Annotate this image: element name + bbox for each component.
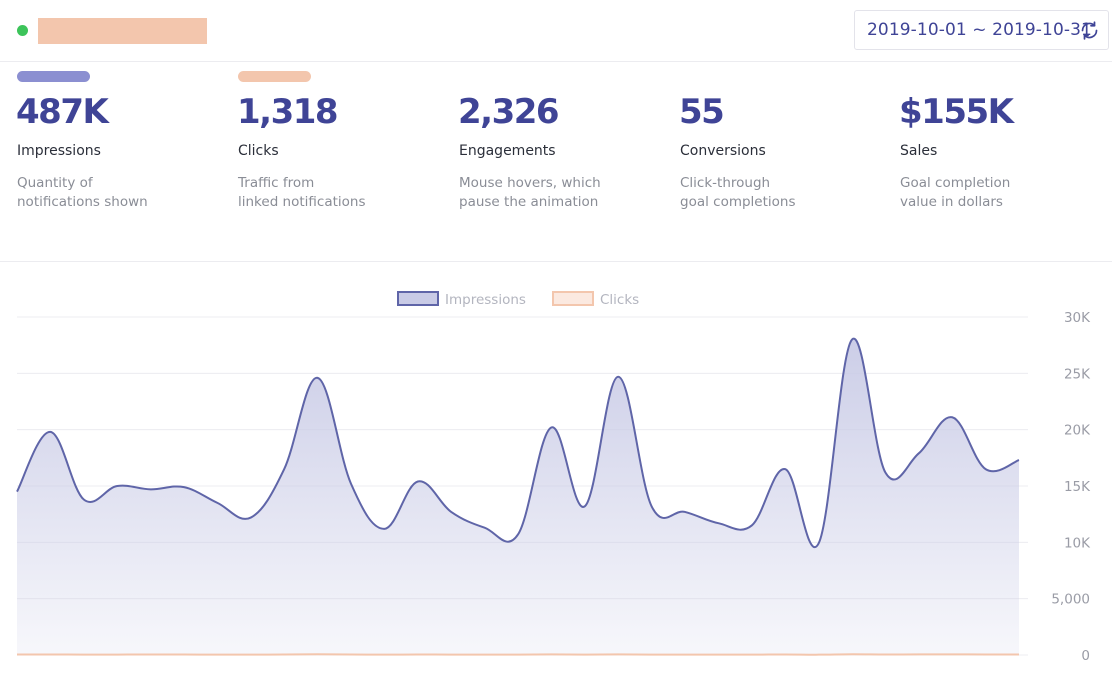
impressions-clicks-chart: 0 5,000 10K 15K 20K 25K 30K Impressions Clicks: [0, 262, 1112, 678]
metric-description: Quantity of notifications shown: [17, 174, 217, 212]
metric-label: Impressions: [17, 143, 101, 159]
metric-description-line: goal completions: [680, 193, 880, 212]
date-range-picker[interactable]: 2019-10-01 ~ 2019-10-31: [854, 10, 1109, 50]
metric-description-line: notifications shown: [17, 193, 217, 212]
chart-canvas: 0 5,000 10K 15K 20K 25K 30K Impressions Clicks: [0, 262, 1112, 678]
metric-label: Conversions: [680, 143, 766, 159]
legend-impressions-swatch: [398, 292, 438, 305]
metric-description-line: value in dollars: [900, 193, 1100, 212]
metric-description-line: pause the animation: [459, 193, 659, 212]
y-tick-label: 20K: [1064, 423, 1091, 439]
metric-value: 2,326: [458, 92, 558, 132]
legend-clicks-label: Clicks: [600, 292, 639, 308]
status-indicator: [17, 25, 28, 36]
impressions-area: [17, 339, 1019, 655]
metric-description: Click-through goal completions: [680, 174, 880, 212]
legend-clicks-swatch: [553, 292, 593, 305]
date-range-label: 2019-10-01 ~ 2019-10-31: [867, 20, 1092, 40]
y-tick-label: 5,000: [1051, 592, 1090, 608]
legend-impressions-label: Impressions: [445, 292, 526, 308]
header: 2019-10-01 ~ 2019-10-31: [0, 0, 1112, 62]
y-tick-label: 25K: [1064, 366, 1091, 382]
metric-label: Sales: [900, 143, 937, 159]
metric-description: Traffic from linked notifications: [238, 174, 438, 212]
metric-label: Engagements: [459, 143, 556, 159]
metric-sales: $155K Sales Goal completion value in dol…: [900, 70, 1110, 230]
refresh-icon[interactable]: [1079, 20, 1100, 41]
metric-color-bar: [238, 71, 311, 82]
metric-value: 487K: [16, 92, 107, 132]
metric-description-line: Goal completion: [900, 174, 1100, 193]
metric-clicks: 1,318 Clicks Traffic from linked notific…: [238, 70, 448, 230]
y-tick-label: 10K: [1064, 535, 1091, 551]
metric-engagements: 2,326 Engagements Mouse hovers, which pa…: [459, 70, 669, 230]
metric-value: 55: [679, 92, 723, 132]
metric-description: Goal completion value in dollars: [900, 174, 1100, 212]
y-tick-label: 0: [1081, 648, 1090, 664]
metric-description-line: Traffic from: [238, 174, 438, 193]
metric-description-line: Mouse hovers, which: [459, 174, 659, 193]
metric-description: Mouse hovers, which pause the animation: [459, 174, 659, 212]
metric-color-bar: [17, 71, 90, 82]
redacted-title: [38, 18, 207, 44]
metric-description-line: Quantity of: [17, 174, 217, 193]
metric-description-line: linked notifications: [238, 193, 438, 212]
metric-impressions: 487K Impressions Quantity of notificatio…: [17, 70, 227, 230]
metric-label: Clicks: [238, 143, 279, 159]
metric-value: $155K: [899, 92, 1012, 132]
y-tick-label: 30K: [1064, 310, 1091, 326]
metric-conversions: 55 Conversions Click-through goal comple…: [680, 70, 890, 230]
y-tick-label: 15K: [1064, 479, 1091, 495]
metric-description-line: Click-through: [680, 174, 880, 193]
metric-value: 1,318: [237, 92, 337, 132]
